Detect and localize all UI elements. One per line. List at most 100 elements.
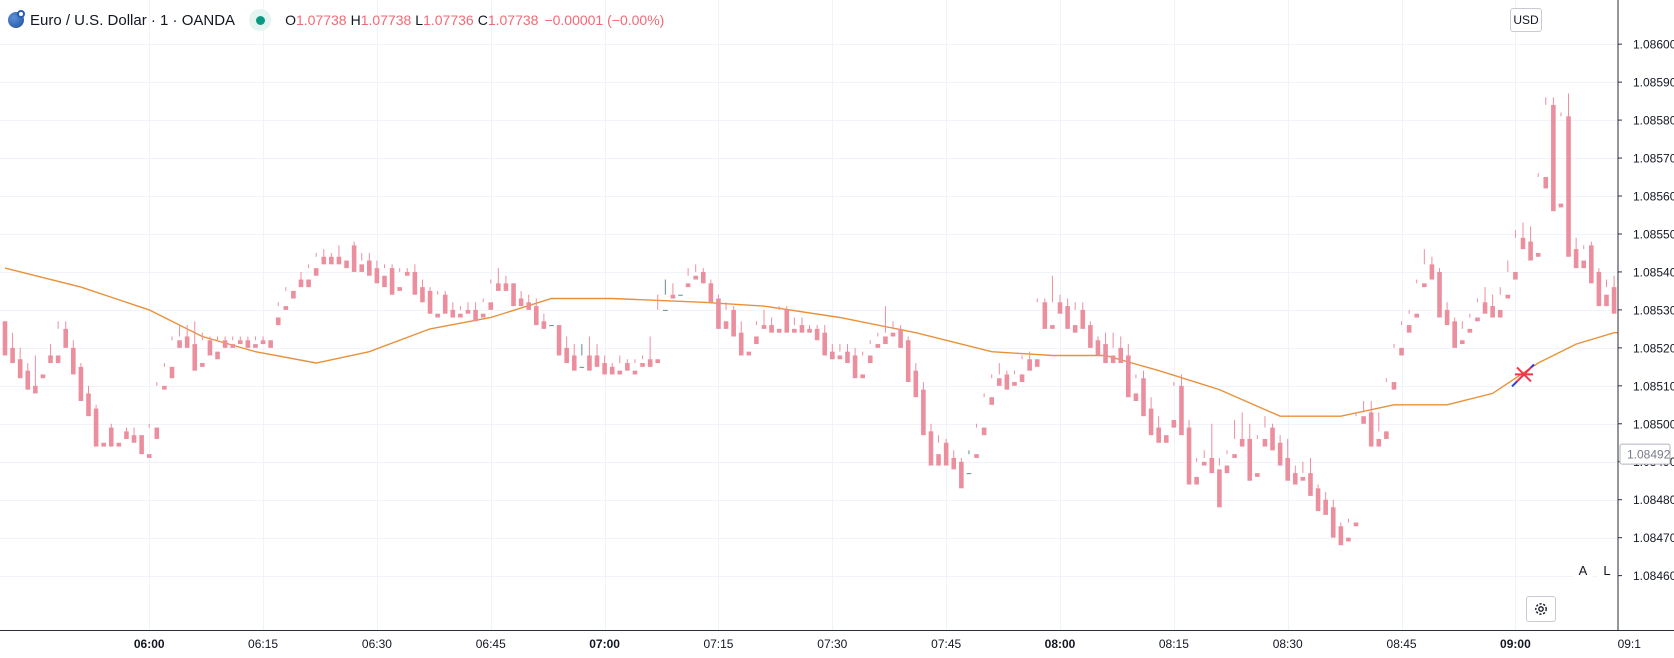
candle xyxy=(1581,245,1587,269)
candle-body xyxy=(594,355,600,367)
candle-body xyxy=(860,374,865,379)
low-value: 1.07736 xyxy=(423,12,474,28)
candle xyxy=(1103,332,1108,364)
candle-body xyxy=(496,283,501,291)
candle-body xyxy=(1300,476,1306,481)
candle xyxy=(1156,416,1161,443)
currency-button[interactable]: USD xyxy=(1510,8,1542,32)
candle-body xyxy=(632,370,638,375)
candle xyxy=(71,340,76,375)
candle xyxy=(549,325,554,327)
candle xyxy=(1262,416,1268,447)
price-axis-panel[interactable] xyxy=(1618,0,1674,630)
candle-body xyxy=(1573,249,1579,269)
candle xyxy=(913,363,919,398)
candle-body xyxy=(184,336,190,348)
candle xyxy=(571,344,577,371)
candle-body xyxy=(1353,522,1359,527)
candle xyxy=(936,435,941,466)
candle xyxy=(1330,499,1336,538)
time-axis-labels: 06:00 06:15 06:30 06:45 07:00 07:15 07:30 07:45… xyxy=(134,637,1641,651)
candle-body xyxy=(367,260,372,276)
candle-body xyxy=(1604,294,1609,307)
price-tick-label: 1.08600 xyxy=(1633,38,1674,52)
candle xyxy=(1209,423,1215,474)
candle xyxy=(822,325,828,356)
market-status-icon[interactable] xyxy=(249,9,272,31)
candle xyxy=(602,355,607,375)
candle xyxy=(1088,321,1093,348)
candle xyxy=(1034,298,1040,367)
candle-body xyxy=(131,435,137,443)
time-tick-label: 09:1 xyxy=(1618,637,1642,651)
candle-body xyxy=(215,351,220,360)
candle xyxy=(1133,374,1139,402)
candle-body xyxy=(518,298,524,307)
candle-body xyxy=(1050,325,1055,329)
candle-body xyxy=(1399,347,1404,356)
candle-body xyxy=(1376,438,1382,447)
symbol-title[interactable]: Euro / U.S. Dollar · 1 · OANDA xyxy=(30,11,236,29)
candle-body xyxy=(1179,385,1184,436)
candle-body xyxy=(784,309,790,333)
candle xyxy=(55,321,61,364)
candle-body xyxy=(1148,408,1154,436)
candle-body xyxy=(1346,537,1351,542)
candle-body xyxy=(564,347,569,364)
candle xyxy=(663,279,668,311)
candle-body xyxy=(1384,431,1389,439)
candle-body xyxy=(1270,427,1275,451)
candle-body xyxy=(700,271,706,284)
candle xyxy=(1384,378,1389,439)
candle xyxy=(1186,419,1192,485)
candle-body xyxy=(101,442,106,447)
candle xyxy=(1551,97,1556,212)
candle-body xyxy=(291,290,296,299)
candle xyxy=(837,344,843,360)
candle-body xyxy=(511,283,516,307)
candle-body xyxy=(1391,382,1397,390)
candle-body xyxy=(1467,328,1473,333)
time-tick-label: 06:15 xyxy=(248,637,278,651)
candle xyxy=(784,306,790,333)
auto-scale-button[interactable]: A xyxy=(1573,561,1593,581)
candle xyxy=(564,336,569,364)
candle xyxy=(640,355,645,367)
candle xyxy=(344,260,349,269)
candle xyxy=(579,344,585,368)
candle xyxy=(1535,173,1541,257)
candle-body xyxy=(602,363,607,375)
candle xyxy=(17,347,23,379)
candle xyxy=(124,427,129,439)
candle-body xyxy=(943,442,949,466)
candle xyxy=(609,363,615,375)
candle-body xyxy=(822,332,828,356)
candle xyxy=(313,252,319,276)
candle-body xyxy=(71,347,76,375)
candle-body xyxy=(1103,344,1108,364)
candle-body xyxy=(746,351,752,356)
candle-body xyxy=(192,344,198,371)
candle xyxy=(966,450,972,475)
time-tick-label: 08:45 xyxy=(1387,637,1417,651)
candle-body xyxy=(237,340,243,345)
candle xyxy=(1050,275,1055,329)
candle-body xyxy=(640,363,645,367)
last-price-label: 1.08492 xyxy=(1619,443,1671,465)
candle xyxy=(1475,298,1480,322)
candle-body xyxy=(875,344,881,348)
candle-body xyxy=(374,268,380,284)
log-scale-button[interactable]: L xyxy=(1597,561,1617,581)
candle-body xyxy=(260,340,266,345)
candle-body xyxy=(1293,473,1298,485)
candle-body xyxy=(48,355,53,364)
candle xyxy=(1179,374,1184,436)
candle-body xyxy=(503,283,509,291)
settings-button[interactable] xyxy=(1526,596,1556,622)
candle-body xyxy=(93,408,99,447)
candle xyxy=(374,260,380,284)
candle xyxy=(1573,237,1579,269)
candle xyxy=(625,359,630,371)
candle xyxy=(587,336,592,371)
